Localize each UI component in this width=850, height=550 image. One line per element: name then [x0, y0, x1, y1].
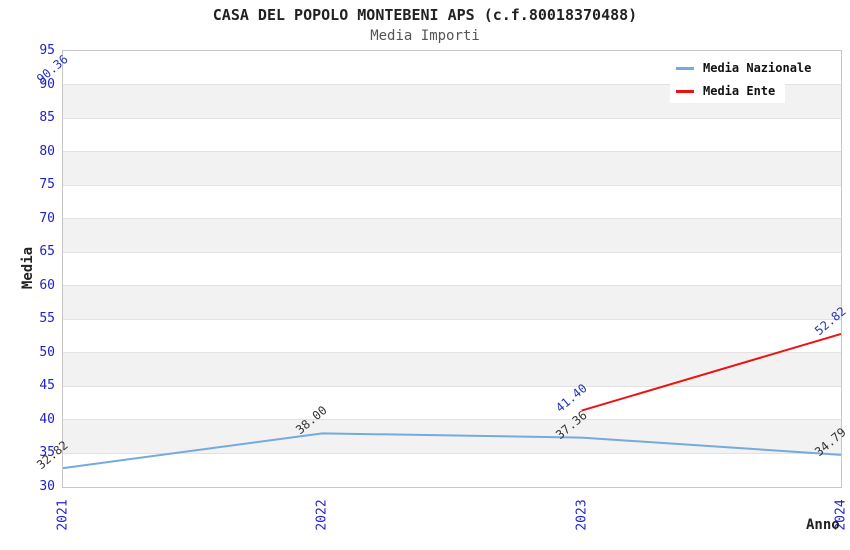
- y-tick-label: 90: [39, 76, 55, 92]
- legend-line-swatch: [676, 90, 694, 93]
- y-axis-title: Media: [20, 246, 36, 290]
- gridline: [63, 251, 841, 253]
- gridline: [63, 218, 841, 220]
- legend-label: Media Nazionale: [703, 61, 812, 75]
- y-tick-label: 30: [39, 479, 55, 494]
- y-tick-label: 35: [39, 445, 55, 461]
- y-tick-label: 75: [39, 177, 55, 193]
- y-tick-label: 85: [39, 110, 55, 126]
- series-lines: [62, 332, 842, 470]
- gridline: [63, 452, 841, 454]
- gridline: [63, 285, 841, 287]
- legend-item: Media Ente: [670, 80, 786, 103]
- x-tick-label: 2021: [55, 499, 71, 531]
- chart-subtitle: Media Importi: [370, 28, 480, 44]
- plot-band: [63, 285, 841, 320]
- gridline: [63, 318, 841, 320]
- y-tick-label: 60: [39, 277, 55, 293]
- x-tick-label: 2023: [574, 499, 590, 531]
- gridline: [63, 419, 841, 421]
- gridline: [63, 84, 841, 86]
- gridline: [63, 151, 841, 153]
- y-tick-label: 80: [39, 143, 55, 159]
- y-tick-label: 95: [39, 43, 55, 58]
- x-tick-label: 2022: [314, 499, 330, 531]
- chart-title: CASA DEL POPOLO MONTEBENI APS (c.f.80018…: [212, 6, 638, 24]
- y-tick-label: 65: [39, 244, 55, 260]
- plot-band: [63, 218, 841, 253]
- y-tick-label: 45: [39, 378, 55, 394]
- plot-area: 30 35 40 45 50 55 60 65 70 75 80 85 90 95 2021 2022 2023…: [34, 43, 849, 531]
- y-tick-label: 40: [39, 411, 55, 427]
- gridline: [63, 184, 841, 186]
- legend-line-swatch: [676, 67, 694, 70]
- legend: Media Nazionale Media Ente: [670, 57, 822, 103]
- y-tick-label: 50: [39, 344, 55, 360]
- series-line: [62, 432, 842, 470]
- gridline: [63, 117, 841, 119]
- gridline: [63, 385, 841, 387]
- series-line: [581, 332, 842, 412]
- plot-band: [63, 151, 841, 186]
- y-tick-label: 55: [39, 311, 55, 327]
- x-axis-title: Anno: [806, 517, 840, 533]
- legend-item: Media Nazionale: [670, 57, 822, 80]
- legend-label: Media Ente: [703, 84, 776, 98]
- plot-band: [63, 352, 841, 387]
- plot-band: [63, 419, 841, 454]
- gridline: [63, 352, 841, 354]
- y-tick-label: 70: [39, 210, 55, 226]
